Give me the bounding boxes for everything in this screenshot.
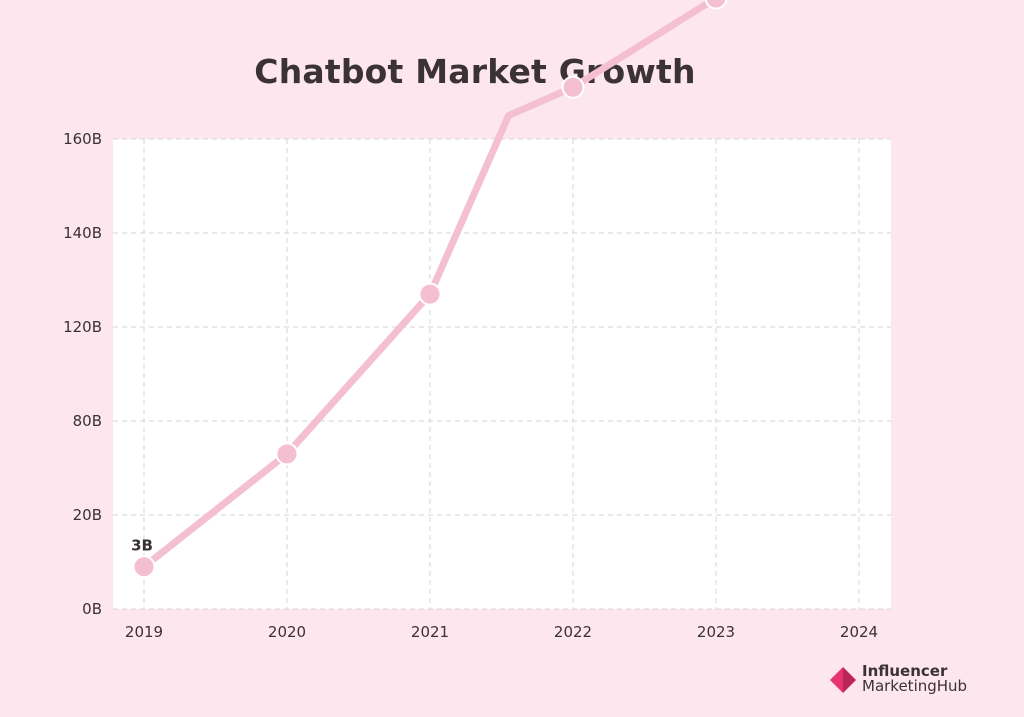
x-tick-label: 2022 — [554, 623, 592, 641]
x-tick-label: 2019 — [125, 623, 163, 641]
data-point — [132, 555, 156, 579]
y-tick-label: 0B — [82, 600, 102, 618]
data-point — [275, 442, 299, 466]
y-tick-label: 20B — [73, 506, 102, 524]
x-tick-label: 2024 — [840, 623, 878, 641]
x-tick-label: 2021 — [411, 623, 449, 641]
brand-name-line2: MarketingHub — [862, 677, 968, 695]
plot-area — [113, 139, 891, 609]
data-point — [418, 282, 442, 306]
logo-icon — [830, 667, 856, 693]
y-tick-label: 140B — [63, 224, 102, 242]
x-tick-label: 2023 — [697, 623, 735, 641]
brand-logo: Influencer MarketingHub — [828, 661, 967, 697]
data-label: 3B — [131, 537, 153, 555]
series-market-size — [132, 0, 728, 579]
y-tick-label: 120B — [63, 318, 102, 336]
axis-labels: 0B 20B 80B 120B 140B 160B 2019 2020 2021 2022 2023… — [63, 130, 878, 641]
y-tick-label: 160B — [63, 130, 102, 148]
x-tick-label: 2020 — [268, 623, 306, 641]
y-tick-label: 80B — [73, 412, 102, 430]
brand-name-line1: Influencer — [862, 662, 948, 680]
data-point — [561, 75, 585, 99]
data-labels: 3B142B — [131, 537, 153, 555]
data-point — [704, 0, 728, 10]
